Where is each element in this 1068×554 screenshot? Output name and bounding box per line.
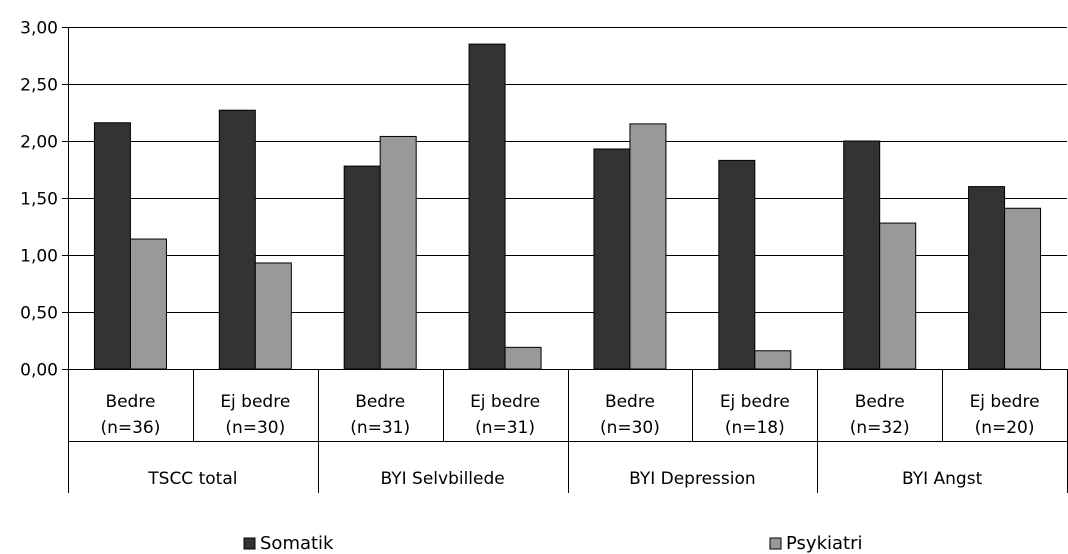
legend-swatch-psykiatri: [769, 537, 782, 550]
bar-somatik-4: [593, 148, 631, 370]
y-tick-label: 1,50: [20, 190, 58, 210]
category-count-label: (n=36): [100, 418, 160, 438]
bar-somatik-0: [93, 122, 131, 370]
category-label: Bedre: [105, 392, 155, 412]
bar-psykiatri-6: [879, 222, 917, 370]
category-label: Ej bedre: [720, 392, 790, 412]
bar-psykiatri-1: [254, 262, 292, 370]
group-label: TSCC total: [147, 469, 237, 489]
category-count-label: (n=31): [350, 418, 410, 438]
bar-somatik-2: [343, 165, 381, 370]
group-label: BYI Angst: [902, 469, 983, 489]
axes: [62, 27, 1068, 493]
category-label: Bedre: [605, 392, 655, 412]
category-label: Bedre: [355, 392, 405, 412]
y-tick-labels: 0,00 0,50 1,00 1,50 2,00 2,50 3,00: [20, 19, 58, 381]
bar-somatik-7: [968, 186, 1006, 370]
legend-swatch-somatik: [243, 537, 256, 550]
gridlines: [68, 27, 1067, 313]
legend-label-somatik: Somatik: [260, 533, 334, 554]
y-tick-label: 1,00: [20, 247, 58, 267]
bars: [93, 43, 1042, 370]
category-count-label: (n=31): [475, 418, 535, 438]
y-tick-label: 2,50: [20, 76, 58, 96]
group-label: BYI Selvbillede: [381, 469, 505, 489]
legend-label-psykiatri: Psykiatri: [786, 533, 862, 554]
category-count-label: (n=30): [600, 418, 660, 438]
category-count-label: (n=32): [850, 418, 910, 438]
y-tick-label: 3,00: [20, 19, 58, 39]
y-tick-label: 2,00: [20, 133, 58, 153]
bar-somatik-1: [218, 109, 256, 370]
bar-psykiatri-7: [1004, 207, 1042, 370]
category-label: Ej bedre: [220, 392, 290, 412]
group-label: BYI Depression: [629, 469, 756, 489]
y-tick-label: 0,00: [20, 361, 58, 381]
category-count-label: (n=20): [975, 418, 1035, 438]
bar-psykiatri-5: [754, 350, 792, 370]
bar-psykiatri-2: [379, 135, 417, 370]
bar-somatik-3: [468, 43, 506, 370]
x-category-labels: Bedre (n=36) Ej bedre (n=30) Bedre (n=31) Ej b…: [100, 392, 1039, 489]
legend: Somatik Psykiatri: [243, 533, 862, 554]
y-tick-label: 0,50: [20, 304, 58, 324]
bar-psykiatri-0: [129, 238, 167, 370]
bar-somatik-5: [718, 159, 756, 370]
category-label: Ej bedre: [970, 392, 1040, 412]
category-label: Bedre: [855, 392, 905, 412]
bar-somatik-6: [843, 140, 881, 370]
category-count-label: (n=30): [225, 418, 285, 438]
category-label: Ej bedre: [470, 392, 540, 412]
category-count-label: (n=18): [725, 418, 785, 438]
bar-psykiatri-3: [504, 346, 542, 370]
bar-psykiatri-4: [629, 123, 667, 370]
